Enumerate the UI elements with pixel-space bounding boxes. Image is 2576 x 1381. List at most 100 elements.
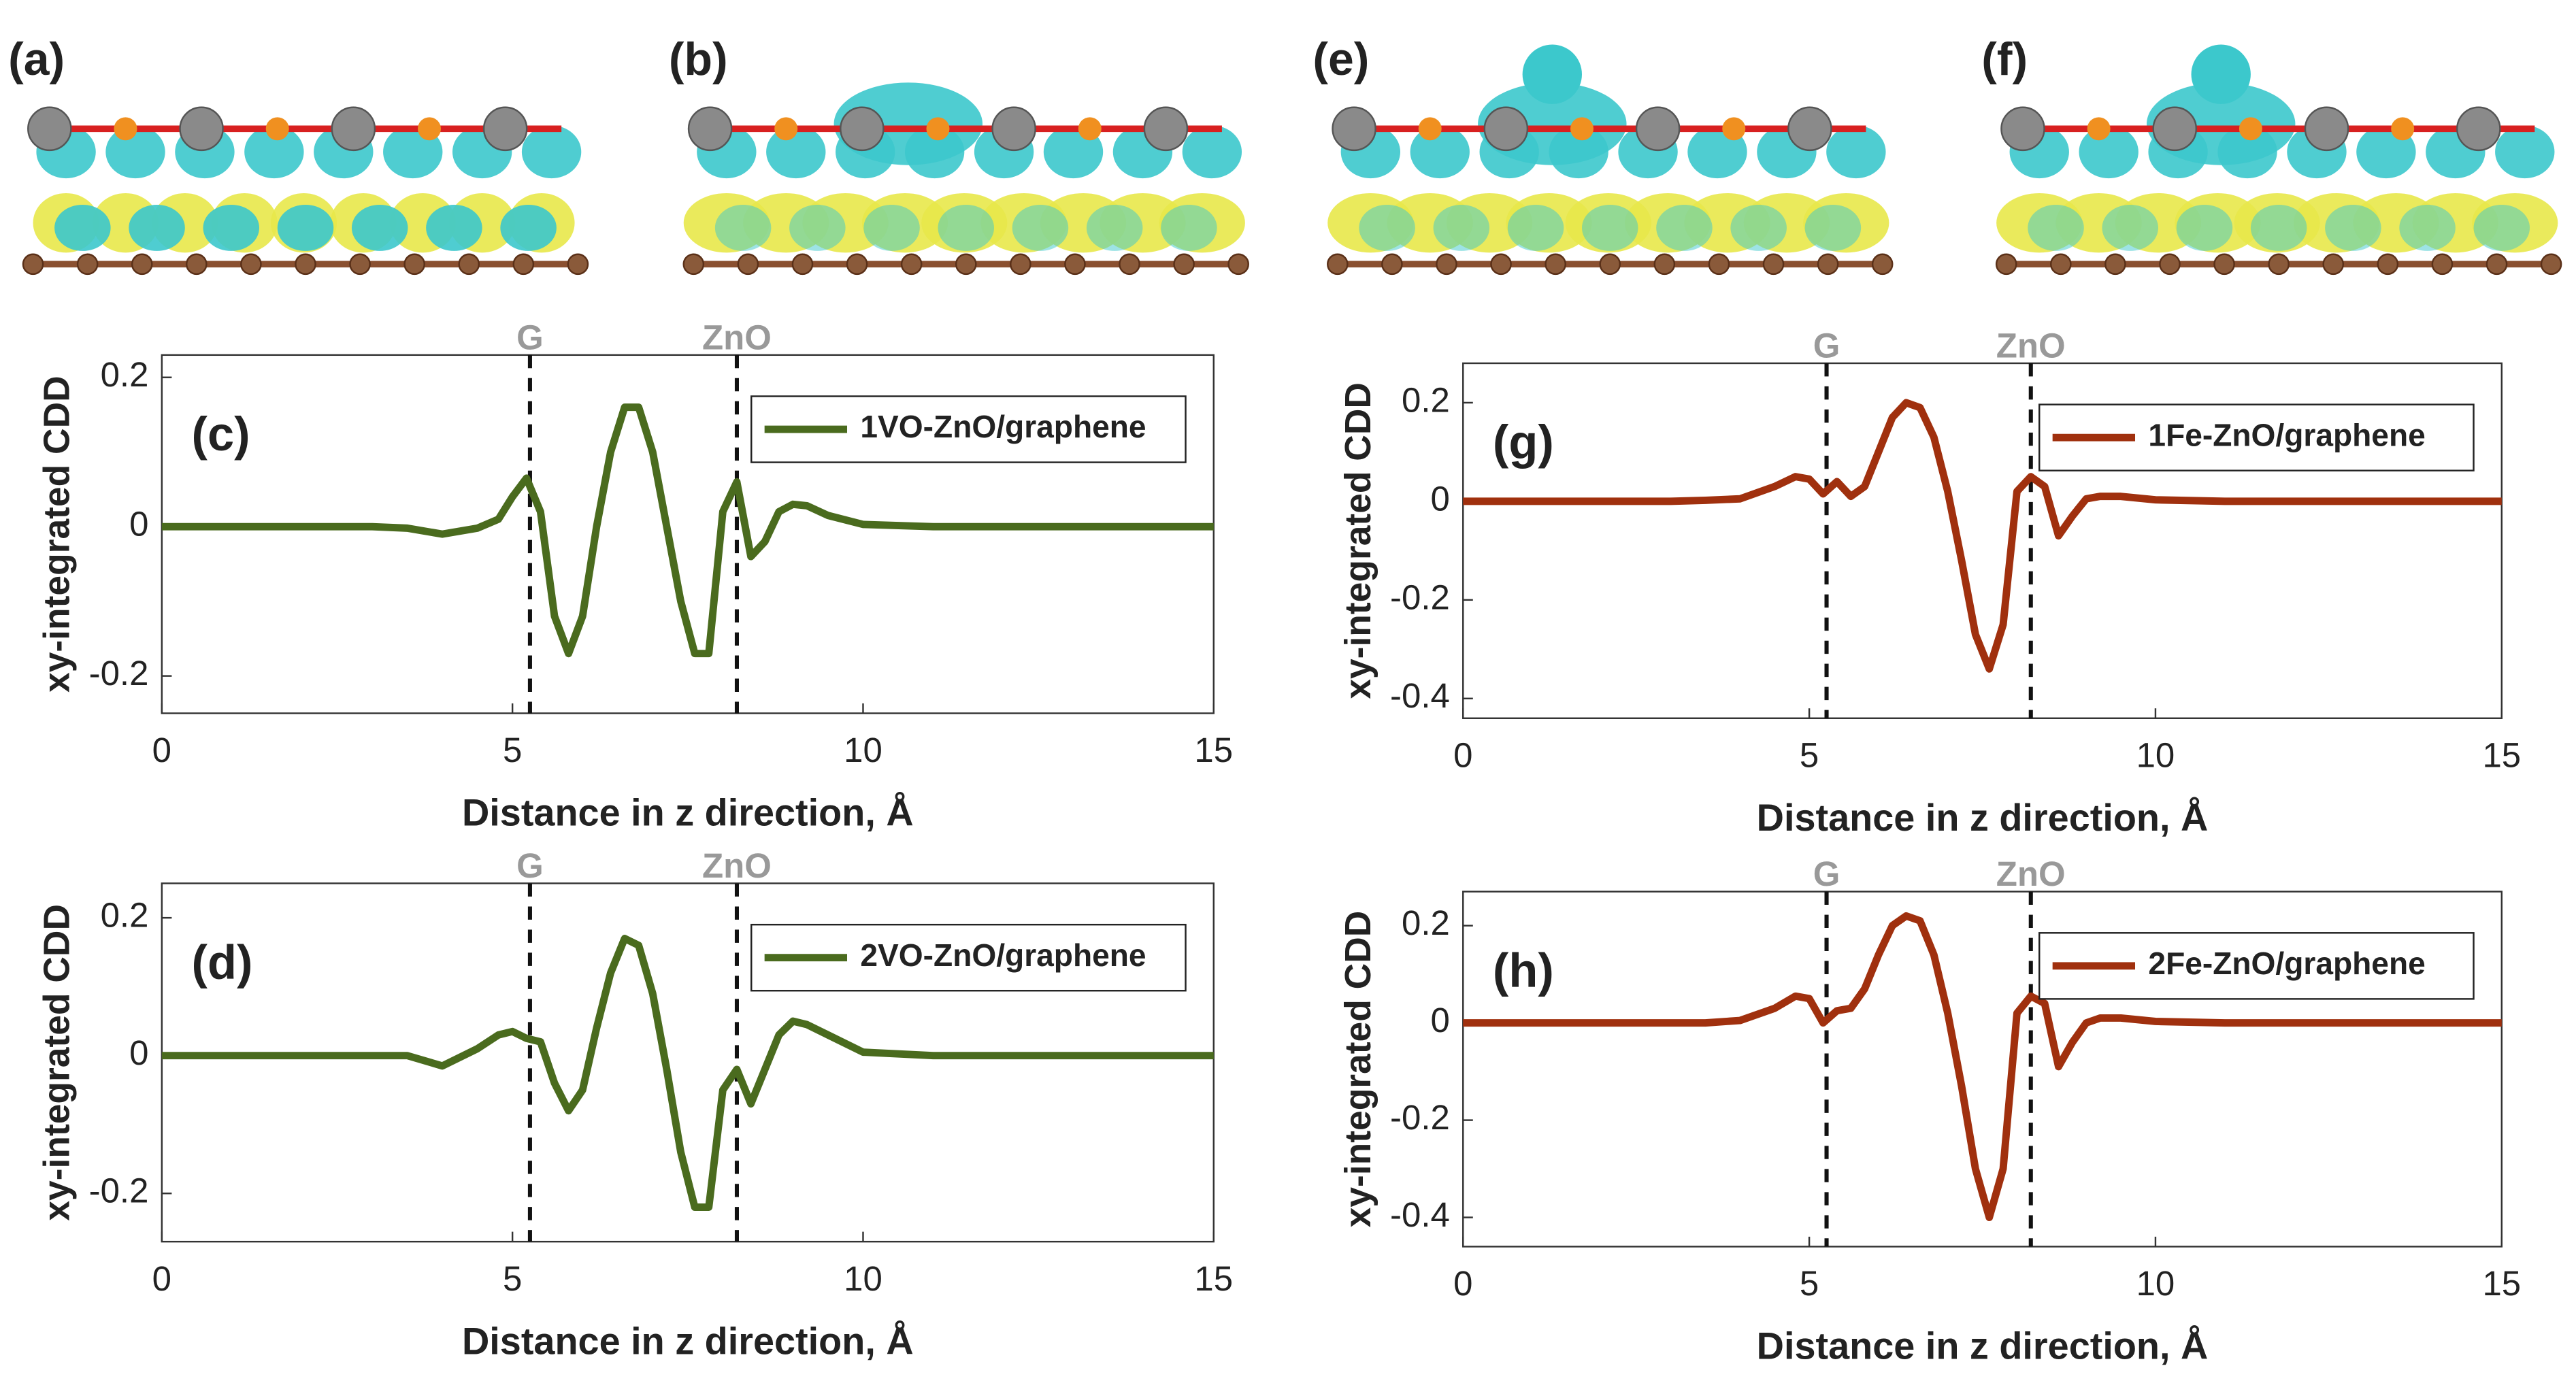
zn-atom bbox=[2152, 106, 2198, 152]
c-atom bbox=[2159, 253, 2181, 276]
y-tick-label: 0.2 bbox=[101, 896, 149, 935]
c-atom bbox=[1995, 253, 2017, 276]
y-tick-label: -0.2 bbox=[89, 1171, 149, 1210]
y-tick-label: 0 bbox=[129, 505, 148, 544]
c-atom bbox=[349, 253, 371, 276]
zn-atom bbox=[2456, 106, 2501, 152]
c-atom bbox=[1490, 253, 1512, 276]
o-atom bbox=[926, 117, 950, 141]
y-tick-label: -0.4 bbox=[1390, 676, 1450, 715]
y-axis-label: xy-integrated CDD bbox=[1338, 911, 1378, 1228]
x-tick-label: 5 bbox=[1800, 1264, 1819, 1303]
cyan-lobe bbox=[1826, 125, 1886, 179]
y-tick-label: 0.2 bbox=[1402, 903, 1450, 942]
cyan-lobe bbox=[938, 204, 995, 251]
cyan-lobe bbox=[2176, 204, 2233, 251]
cyan-lobe bbox=[1581, 204, 1638, 251]
structure-image bbox=[22, 106, 589, 276]
o-atom bbox=[1570, 117, 1594, 141]
cyan-lobe bbox=[2250, 204, 2307, 251]
x-tick-label: 10 bbox=[844, 731, 882, 769]
zn-atom bbox=[331, 106, 376, 152]
c-atom bbox=[1599, 253, 1621, 276]
c-atom bbox=[567, 253, 589, 276]
zn-atom bbox=[1143, 106, 1189, 152]
cyan-lobe bbox=[2495, 125, 2555, 179]
cyan-lobe bbox=[714, 204, 772, 251]
cyan-lobe bbox=[2191, 44, 2251, 104]
cyan-lobe bbox=[2325, 204, 2381, 251]
c-atom bbox=[2322, 253, 2345, 276]
zn-atom bbox=[687, 106, 733, 152]
data-line bbox=[161, 403, 1214, 658]
data-line bbox=[161, 935, 1214, 1211]
reference-label: ZnO bbox=[1996, 327, 2066, 365]
c-atom bbox=[186, 253, 208, 276]
data-line bbox=[1463, 399, 2502, 673]
c-atom bbox=[22, 253, 44, 276]
reference-label: ZnO bbox=[702, 318, 772, 356]
c-atom bbox=[295, 253, 316, 276]
o-atom bbox=[1418, 117, 1442, 141]
c-atom bbox=[1227, 253, 1249, 276]
cyan-lobe bbox=[1359, 204, 1415, 251]
x-tick-label: 10 bbox=[2136, 1264, 2175, 1303]
cyan-lobe bbox=[54, 204, 111, 251]
y-tick-label: 0 bbox=[1430, 479, 1449, 518]
structure-image bbox=[1327, 44, 1894, 276]
panel-label: (f) bbox=[1981, 33, 2028, 85]
c-atom bbox=[900, 253, 923, 276]
cyan-lobe bbox=[1507, 204, 1564, 251]
cyan-lobe bbox=[789, 204, 846, 251]
cyan-lobe bbox=[1522, 44, 1582, 104]
panel-label: (d) bbox=[192, 935, 253, 988]
cyan-lobe bbox=[1804, 204, 1862, 251]
cyan-lobe bbox=[2473, 204, 2530, 251]
zn-atom bbox=[179, 106, 224, 152]
c-atom bbox=[737, 253, 759, 276]
y-tick-label: 0 bbox=[1430, 1001, 1449, 1039]
x-tick-label: 5 bbox=[503, 731, 522, 769]
zn-atom bbox=[27, 106, 72, 152]
c-atom bbox=[2486, 253, 2508, 276]
cyan-lobe bbox=[129, 204, 185, 251]
zn-atom bbox=[482, 106, 528, 152]
reference-label: G bbox=[516, 318, 544, 356]
c-atom bbox=[2050, 253, 2072, 276]
reference-label: ZnO bbox=[702, 846, 772, 885]
zn-atom bbox=[1332, 106, 1376, 152]
o-atom bbox=[774, 117, 798, 141]
panel-label: (c) bbox=[192, 407, 250, 461]
x-tick-label: 5 bbox=[503, 1259, 522, 1298]
reference-label: G bbox=[516, 846, 544, 885]
cyan-lobe bbox=[2028, 204, 2084, 251]
c-atom bbox=[1119, 253, 1140, 276]
c-atom bbox=[2268, 253, 2290, 276]
c-atom bbox=[131, 253, 153, 276]
panel-label: (h) bbox=[1493, 944, 1554, 997]
y-tick-label: -0.2 bbox=[89, 654, 149, 693]
cyan-lobe bbox=[2102, 204, 2158, 251]
reference-label: G bbox=[1813, 854, 1840, 893]
o-atom bbox=[2391, 117, 2415, 141]
cyan-lobe bbox=[1656, 204, 1713, 251]
o-atom bbox=[418, 117, 441, 141]
o-atom bbox=[2239, 117, 2262, 141]
cyan-lobe bbox=[203, 204, 260, 251]
c-atom bbox=[1173, 253, 1195, 276]
zn-atom bbox=[991, 106, 1036, 152]
o-atom bbox=[1722, 117, 1746, 141]
cyan-lobe bbox=[244, 125, 304, 179]
c-atom bbox=[1762, 253, 1785, 276]
c-atom bbox=[2377, 253, 2399, 276]
c-atom bbox=[403, 253, 425, 276]
y-tick-label: -0.2 bbox=[1390, 578, 1450, 616]
x-tick-label: 0 bbox=[152, 1259, 171, 1298]
x-tick-label: 5 bbox=[1800, 735, 1819, 774]
c-atom bbox=[458, 253, 480, 276]
c-atom bbox=[1708, 253, 1730, 276]
structure-image bbox=[682, 82, 1249, 276]
panel-label: (b) bbox=[669, 33, 728, 85]
